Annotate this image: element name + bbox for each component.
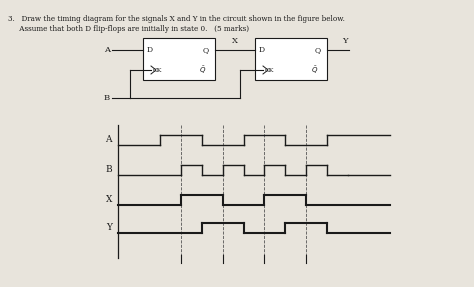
- Text: X: X: [232, 37, 238, 45]
- Text: Y: Y: [342, 37, 348, 45]
- Bar: [255, 38, 327, 80]
- Text: CK: CK: [265, 67, 274, 73]
- Text: B: B: [104, 94, 110, 102]
- Text: D: D: [147, 46, 153, 54]
- Text: D: D: [259, 46, 265, 54]
- Text: Y: Y: [106, 224, 112, 232]
- Text: Assume that both D flip-flops are initially in state 0.   (5 marks): Assume that both D flip-flops are initia…: [8, 25, 249, 33]
- Text: CK: CK: [153, 67, 163, 73]
- Bar: [143, 38, 215, 80]
- Text: A: A: [104, 46, 110, 54]
- Text: $\bar{Q}$: $\bar{Q}$: [311, 64, 318, 76]
- Text: Q: Q: [315, 46, 321, 54]
- Text: B: B: [105, 166, 112, 174]
- Text: X: X: [106, 195, 112, 205]
- Text: Q: Q: [203, 46, 209, 54]
- Text: A: A: [106, 135, 112, 144]
- Text: 3.   Draw the timing diagram for the signals X and Y in the circuit shown in the: 3. Draw the timing diagram for the signa…: [8, 15, 345, 23]
- Text: $\bar{Q}$: $\bar{Q}$: [199, 64, 206, 76]
